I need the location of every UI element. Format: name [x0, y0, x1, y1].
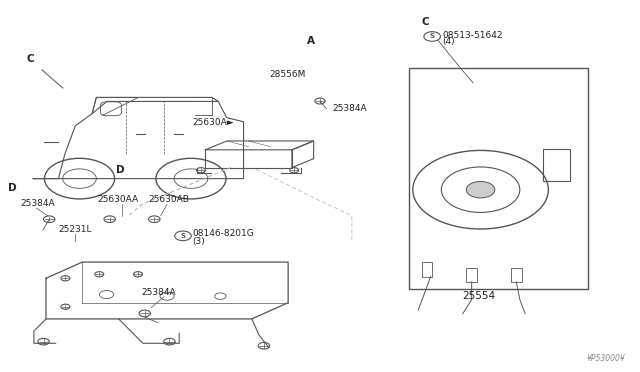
Circle shape [44, 216, 55, 222]
Text: 08146-8201G: 08146-8201G [193, 230, 254, 238]
Text: 25231L: 25231L [59, 225, 92, 234]
Bar [543, 149, 570, 181]
Circle shape [196, 168, 205, 173]
Bar [422, 262, 433, 276]
Text: 08513-51642: 08513-51642 [442, 31, 503, 40]
Bar [467, 268, 477, 282]
Circle shape [134, 272, 143, 277]
Text: 28556M: 28556M [269, 70, 305, 79]
Bar [409, 68, 588, 289]
Text: (3): (3) [193, 237, 205, 246]
Text: S: S [180, 233, 186, 239]
Circle shape [104, 216, 115, 222]
Text: ¥P53000¥: ¥P53000¥ [587, 354, 626, 363]
Text: 25384A: 25384A [20, 199, 55, 208]
Circle shape [290, 168, 299, 173]
Text: 25554: 25554 [463, 291, 496, 301]
Text: C: C [27, 54, 35, 64]
Circle shape [61, 276, 70, 281]
Circle shape [148, 216, 160, 222]
Circle shape [139, 310, 150, 317]
Text: 25630AA: 25630AA [97, 195, 138, 205]
Text: 25384A: 25384A [333, 104, 367, 113]
Text: D: D [116, 165, 125, 175]
Text: A: A [307, 36, 316, 46]
Text: 25630A►: 25630A► [193, 118, 234, 127]
Circle shape [467, 182, 495, 198]
Circle shape [95, 272, 104, 277]
Circle shape [38, 339, 49, 345]
Text: (4): (4) [442, 37, 455, 46]
Bar [511, 268, 522, 282]
Text: S: S [429, 33, 435, 39]
Text: D: D [8, 183, 17, 193]
Text: 25384A: 25384A [141, 288, 176, 297]
Circle shape [164, 339, 175, 345]
Text: C: C [422, 17, 429, 27]
Circle shape [258, 342, 269, 349]
Circle shape [315, 98, 325, 104]
Circle shape [61, 304, 70, 310]
Text: 25630AB: 25630AB [148, 195, 189, 205]
